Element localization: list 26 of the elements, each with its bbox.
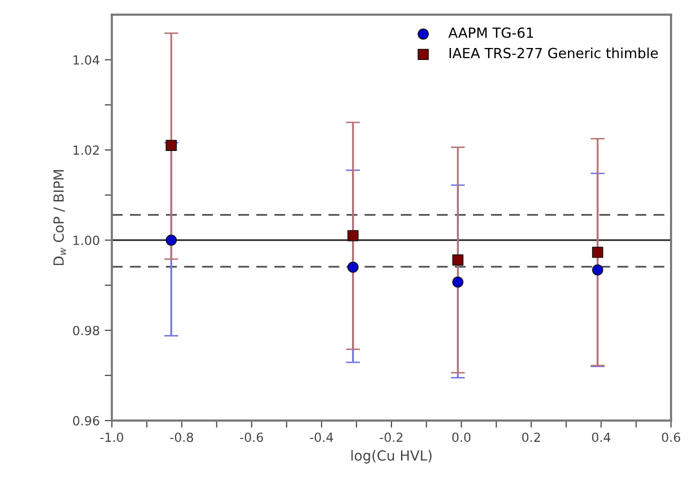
point (452, 254, 464, 266)
legend-label: IAEA TRS-277 Generic thimble (450, 48, 658, 58)
y-tick-label: 1.04 (74, 55, 100, 65)
point (347, 262, 359, 273)
x-tick-label: -0.4 (310, 432, 334, 442)
x-tick-label: 0.4 (592, 432, 610, 442)
y-tick-label: 0.96 (73, 416, 100, 426)
point (592, 264, 604, 276)
point (452, 276, 464, 288)
point (592, 246, 604, 258)
point (347, 230, 359, 242)
x-tick-label: -0.8 (170, 432, 194, 442)
legend-label: AAPM TG-61 (448, 27, 534, 38)
x-tick-label: -0.2 (380, 432, 402, 442)
y-tick-label: 1.02 (74, 145, 99, 155)
x-tick-label: -1.0 (100, 432, 124, 442)
x-tick-label: 0.6 (662, 432, 680, 442)
y-axis-title: D$_{w}$ CoP / BIPM (53, 170, 66, 266)
point (166, 234, 177, 246)
point (166, 140, 177, 152)
y-tick-label: 1.00 (74, 236, 100, 246)
x-axis-title: log(Cu HVL) (351, 450, 432, 464)
x-tick-label: -0.6 (240, 432, 264, 442)
x-tick-label: 0.0 (452, 432, 470, 442)
y-tick-label: 0.98 (73, 326, 100, 336)
x-tick-label: 0.2 (522, 432, 540, 442)
